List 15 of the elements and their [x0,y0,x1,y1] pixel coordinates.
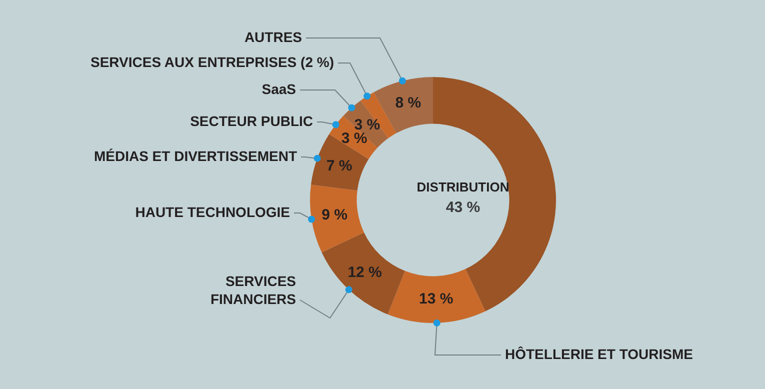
data-label: 12 % [348,264,382,281]
data-label: 13 % [419,290,454,308]
slice-label: SECTEUR PUBLIC [190,112,313,129]
slice-label: SaaS [262,80,296,97]
slice-label: DISTRIBUTION [416,180,510,195]
data-label: 9 % [322,206,348,224]
slice-label: SERVICES FINANCIERS [210,272,296,307]
slice-label: HÔTELLERIE ET TOURISME [505,346,693,362]
data-label: 43 % [446,199,480,216]
slice-label: AUTRES [244,28,302,45]
data-label: 8 % [395,94,422,112]
data-label: 7 % [326,157,352,174]
slice-label: MÉDIAS ET DIVERTISSEMENT [94,148,298,164]
slice-label: HAUTE TECHNOLOGIE [135,204,290,220]
slice-label: SERVICES AUX ENTREPRISES (2 %) [90,54,334,70]
